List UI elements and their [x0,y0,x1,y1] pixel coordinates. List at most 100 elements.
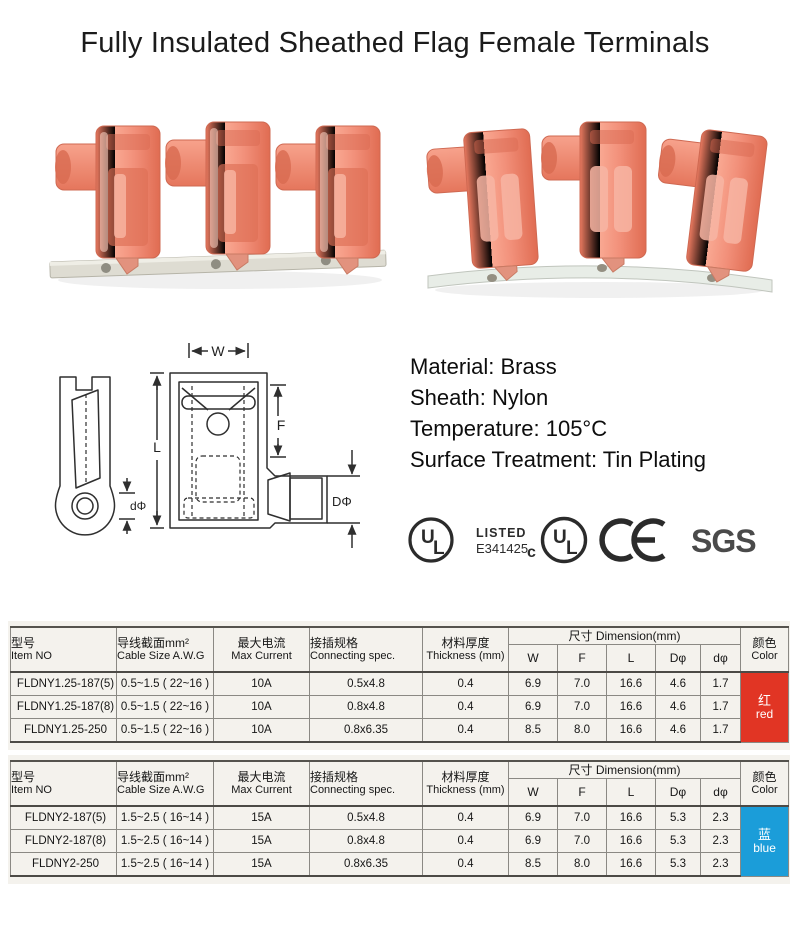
table-row: FLDNY1.25-187(5) 0.5~1.5 ( 22~16 ) 10A 0… [10,671,790,743]
material-specs: Material: Brass Sheath: Nylon Temperatur… [410,351,706,475]
svg-text:c: c [527,544,536,561]
cell-dphi-small: 1.7 [699,695,742,719]
table-row: FLDNY2-187(8) 1.5~2.5 ( 16~14 ) 15A 0.8x… [10,829,789,853]
cell-current: 15A [213,852,310,877]
cell-f: 7.0 [557,695,607,719]
cell-current: 15A [213,829,310,853]
cell-dphi: 5.3 [655,852,701,877]
col-header-cable: 导线截面mm² Cable Size A.W.G [116,626,214,673]
spec-material: Material: Brass [410,354,557,379]
col-header-color: 颜色 Color [740,626,790,673]
col-header-dimension: 尺寸 Dimension(mm) [507,760,742,779]
col-header-cable: 导线截面mm² Cable Size A.W.G [116,760,214,807]
cell-spec: 0.8x4.8 [309,829,423,853]
label-l: L [153,439,161,455]
cell-item: FLDNY1.25-187(8) [10,695,117,719]
dimension-drawing: W L F DΦ dΦ [54,343,360,548]
cell-l: 16.6 [606,805,656,830]
cell-f: 8.0 [557,718,607,743]
cell-spec: 0.5x4.8 [309,805,423,830]
col-header-dphi: Dφ [655,778,701,807]
dim-f [270,384,286,458]
photo-shadow [435,282,765,298]
table-row: FLDNY2-187(5) 1.5~2.5 ( 16~14 ) 15A 0.5x… [10,805,790,877]
label-d-small: dΦ [130,499,146,513]
cell-cable: 0.5~1.5 ( 22~16 ) [116,695,214,719]
cell-thickness: 0.4 [422,829,509,853]
listed-number: E341425 [476,541,528,556]
col-header-thickness: 材料厚度 Thickness (mm) [422,760,509,807]
col-header-current: 最大电流 Max Current [213,760,310,807]
col-header-thickness: 材料厚度 Thickness (mm) [422,626,509,673]
listed-text: LISTED [476,526,526,540]
product-photo-front [49,121,387,289]
cell-w: 6.9 [508,805,558,830]
cell-current: 10A [213,695,310,719]
cell-item: FLDNY1.25-187(5) [10,671,117,696]
sgs-logo: SGS [691,523,756,559]
col-header-dphi-small: dφ [699,644,742,673]
cell-dphi: 5.3 [655,805,701,830]
cell-spec: 0.8x4.8 [309,695,423,719]
col-header-w: W [508,778,558,807]
col-header-color: 颜色 Color [740,760,790,807]
label-f: F [277,417,286,433]
table-row: FLDNY1.25-250 0.5~1.5 ( 22~16 ) 10A 0.8x… [10,718,789,743]
cell-dphi-small: 2.3 [699,805,742,830]
cell-cable: 0.5~1.5 ( 22~16 ) [116,718,214,743]
col-header-f: F [557,644,607,673]
cell-thickness: 0.4 [422,695,509,719]
dim-w [188,343,249,358]
col-header-l: L [606,778,656,807]
cul-icon: c U L [527,516,588,564]
svg-text:L: L [566,538,578,559]
col-header-dphi: Dφ [655,644,701,673]
product-photo-angle [426,121,773,298]
col-header-l: L [606,644,656,673]
dim-l [150,372,164,529]
col-header-spec: 接插规格 Connecting spec. [309,626,423,673]
cell-l: 16.6 [606,852,656,877]
col-header-item: 型号 Item NO [10,760,117,807]
spec-sheath: Sheath: Nylon [410,385,549,410]
flag-terminal [658,129,768,283]
dim-d-small [119,478,135,534]
svg-text:U: U [421,527,435,548]
cell-item: FLDNY2-187(8) [10,829,117,853]
dim-d-large [327,450,360,548]
ce-mark-icon [599,518,666,562]
photo-shadow [58,271,382,289]
cell-l: 16.6 [606,695,656,719]
cell-l: 16.6 [606,829,656,853]
cell-spec: 0.8x6.35 [309,852,423,877]
cell-dphi: 4.6 [655,718,701,743]
cell-f: 7.0 [557,829,607,853]
cell-cable: 0.5~1.5 ( 22~16 ) [116,671,214,696]
cell-f: 7.0 [557,671,607,696]
color-cell-blue: 蓝 blue [740,805,790,877]
cell-cable: 1.5~2.5 ( 16~14 ) [116,829,214,853]
cell-spec: 0.8x6.35 [309,718,423,743]
cell-thickness: 0.4 [422,852,509,877]
flag-terminal [165,121,271,271]
cell-current: 10A [213,718,310,743]
side-view [54,376,116,536]
cell-w: 6.9 [508,695,558,719]
spec-temperature: Temperature: 105°C [410,416,608,441]
label-w: W [211,343,225,359]
table-row: FLDNY1.25-187(8) 0.5~1.5 ( 22~16 ) 10A 0… [10,695,789,719]
label-d-large: DΦ [332,494,352,509]
cell-l: 16.6 [606,671,656,696]
cell-cable: 1.5~2.5 ( 16~14 ) [116,805,214,830]
cell-dphi-small: 1.7 [699,671,742,696]
flag-terminal [55,125,161,275]
col-header-f: F [557,778,607,807]
cell-cable: 1.5~2.5 ( 16~14 ) [116,852,214,877]
spec-surface: Surface Treatment: Tin Plating [410,447,706,472]
flag-terminal [541,121,647,273]
cell-w: 6.9 [508,671,558,696]
cell-dphi-small: 2.3 [699,852,742,877]
cell-w: 8.5 [508,852,558,877]
col-header-dphi-small: dφ [699,778,742,807]
